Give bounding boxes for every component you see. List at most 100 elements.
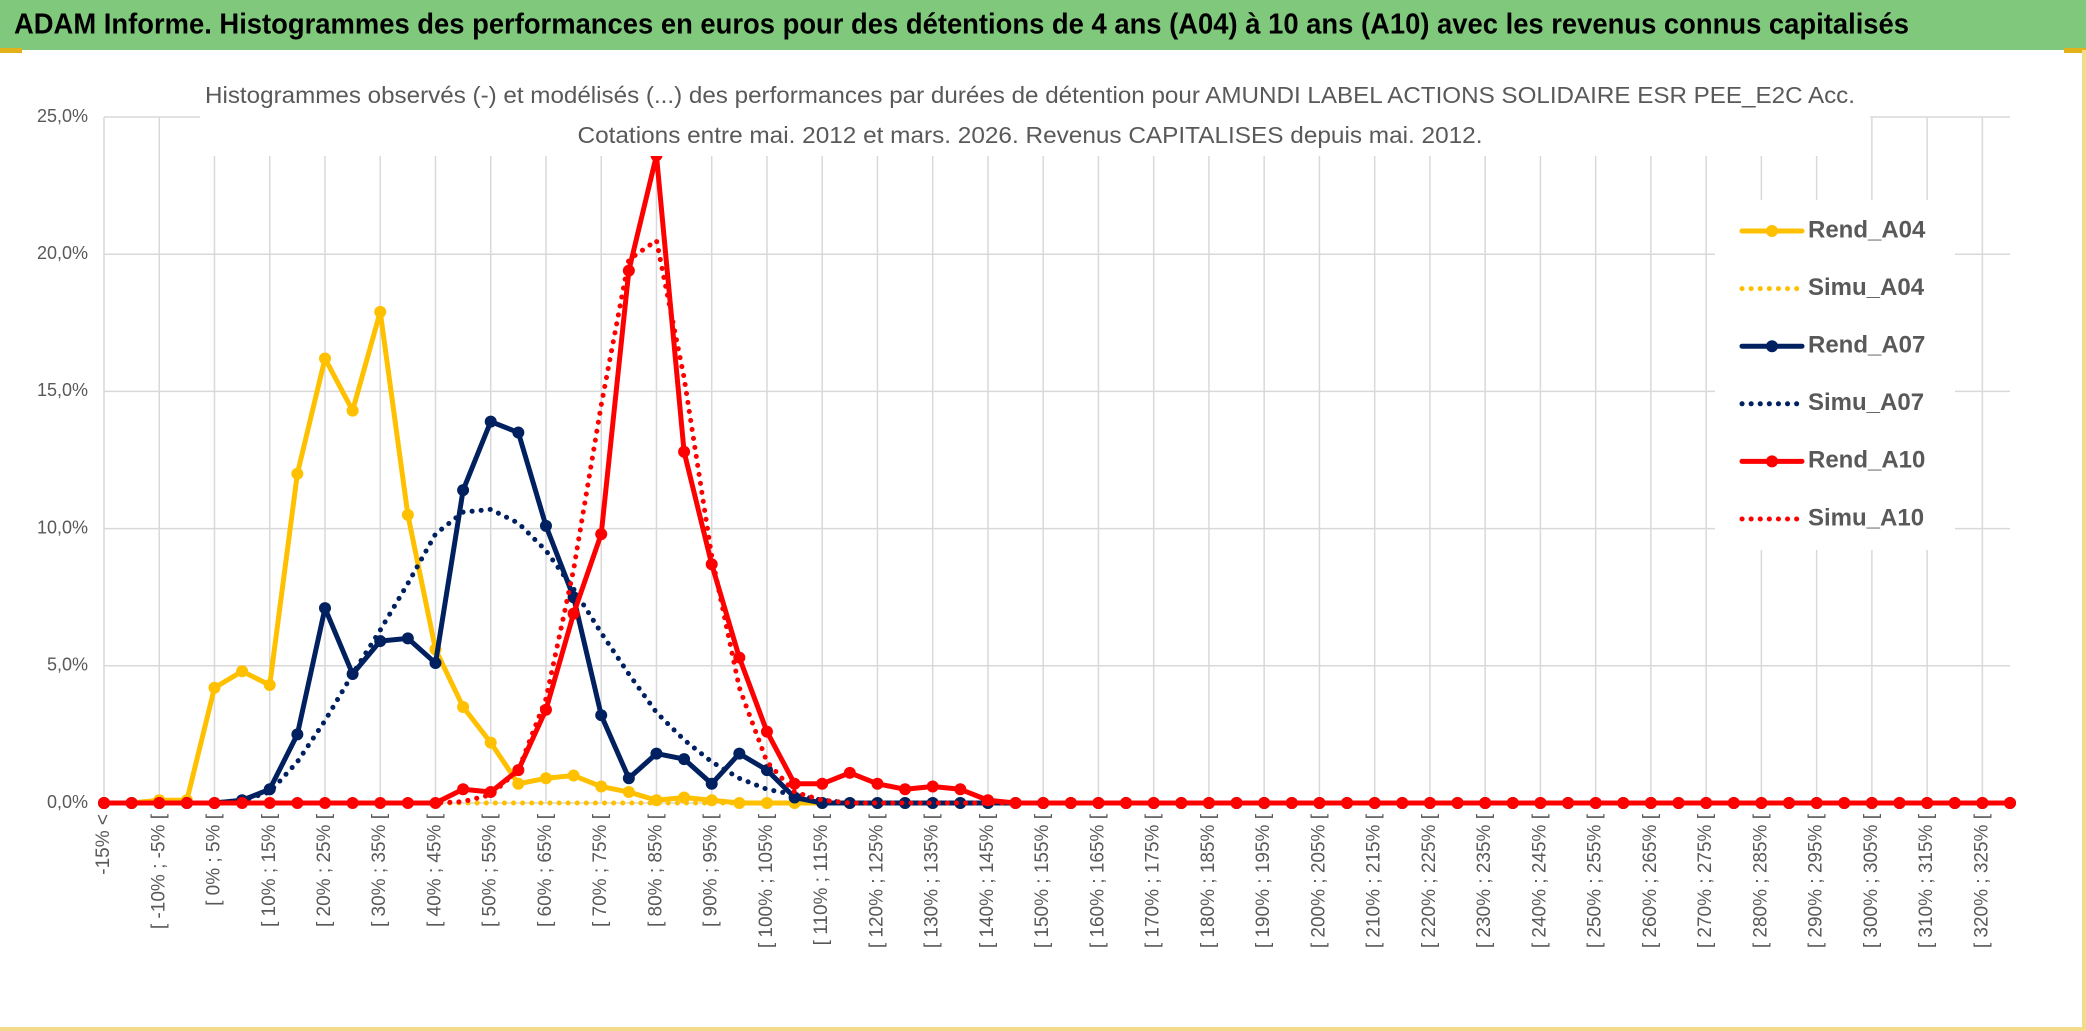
marker xyxy=(678,753,691,766)
x-tick-label: [ 180% ; 185% [ xyxy=(1198,813,1219,948)
x-tick-label: [ 210% ; 215% [ xyxy=(1364,813,1385,948)
legend-marker xyxy=(1766,455,1778,468)
marker xyxy=(457,783,470,796)
legend-marker xyxy=(1766,340,1778,353)
marker xyxy=(899,783,912,796)
marker xyxy=(678,791,691,804)
marker xyxy=(291,467,304,480)
marker xyxy=(318,602,331,615)
marker xyxy=(1672,797,1685,809)
marker xyxy=(401,508,414,521)
marker xyxy=(954,783,967,796)
y-tick-label: 15,0% xyxy=(37,380,88,400)
marker xyxy=(208,681,221,694)
marker xyxy=(1064,797,1077,809)
x-tick-label: [ 170% ; 175% [ xyxy=(1143,813,1164,948)
legend: Rend_A04 Simu_A04 Rend_A07 Simu_A07 Rend_A10… xyxy=(1715,200,1955,550)
x-tick-label: [ 120% ; 125% [ xyxy=(866,813,887,948)
dotted-line xyxy=(101,237,2013,806)
title-background xyxy=(200,78,1870,156)
marker xyxy=(678,445,691,458)
marker xyxy=(291,728,304,741)
marker xyxy=(899,797,912,809)
series-layer xyxy=(98,149,2016,809)
marker xyxy=(760,725,773,738)
marker xyxy=(429,797,442,809)
legend-label: Simu_A07 xyxy=(1808,389,1924,416)
marker xyxy=(1120,797,1133,809)
x-tick-label: [ 10% ; 15% [ xyxy=(259,813,280,927)
x-tick-label: [ 280% ; 285% [ xyxy=(1750,813,1771,948)
marker xyxy=(1755,797,1768,809)
marker xyxy=(512,426,525,439)
x-tick-label: [ 40% ; 45% [ xyxy=(424,813,445,927)
grid: 0,0% 5,0% 10,0% 15,0% 20,0% 25,0% -15% < [ -10%… xyxy=(37,106,2010,948)
marker xyxy=(871,777,884,790)
marker xyxy=(1783,797,1796,809)
marker xyxy=(622,786,635,799)
marker xyxy=(926,780,939,793)
marker xyxy=(595,780,608,793)
marker xyxy=(539,772,552,785)
x-tick-label: [ 80% ; 85% [ xyxy=(645,813,666,927)
marker xyxy=(926,797,939,809)
marker xyxy=(401,797,414,809)
x-tick-label: [ 60% ; 65% [ xyxy=(535,813,556,927)
marker xyxy=(1893,797,1906,809)
x-tick-label: [ 250% ; 255% [ xyxy=(1585,813,1606,948)
marker xyxy=(318,352,331,365)
marker xyxy=(650,747,663,760)
legend-label: Rend_A04 xyxy=(1808,216,1926,243)
legend-marker xyxy=(1766,225,1778,237)
legend-label: Simu_A10 xyxy=(1808,504,1924,531)
y-tick-label: 0,0% xyxy=(47,792,88,812)
x-tick-label: [ 110% ; 115% [ xyxy=(811,813,832,945)
legend-label: Rend_A10 xyxy=(1808,447,1925,474)
marker xyxy=(843,766,856,779)
x-tick-label: [ 260% ; 265% [ xyxy=(1640,813,1661,948)
y-tick-label: 25,0% xyxy=(37,106,88,126)
marker xyxy=(263,679,276,692)
marker xyxy=(1700,797,1713,809)
marker xyxy=(871,797,884,809)
marker xyxy=(539,519,552,532)
marker xyxy=(1175,797,1188,809)
y-tick-label: 5,0% xyxy=(47,655,88,675)
x-tick-label: [ 30% ; 35% [ xyxy=(369,813,390,927)
x-tick-label: [ 160% ; 165% [ xyxy=(1087,813,1108,948)
marker xyxy=(1810,797,1823,809)
header-title: ADAM Informe. Histogrammes des performan… xyxy=(14,9,1909,41)
marker xyxy=(1644,797,1657,809)
marker xyxy=(788,777,801,790)
x-tick-label: [ 310% ; 315% [ xyxy=(1916,813,1937,948)
marker xyxy=(512,777,525,790)
marker xyxy=(595,709,608,722)
x-tick-label: [ 50% ; 55% [ xyxy=(480,813,501,927)
legend-label: Rend_A07 xyxy=(1808,332,1925,359)
frame-edge xyxy=(2082,50,2086,1031)
marker xyxy=(1921,797,1934,809)
marker xyxy=(2004,797,2016,809)
x-tick-label: [ 130% ; 135% [ xyxy=(922,813,943,948)
marker xyxy=(1727,797,1740,809)
corner-mark xyxy=(2064,48,2086,53)
marker xyxy=(429,657,442,670)
x-tick-label: [ 0% ; 5% [ xyxy=(204,813,225,906)
x-tick-label: [ 230% ; 235% [ xyxy=(1474,813,1495,948)
marker xyxy=(236,665,249,678)
marker xyxy=(374,305,387,318)
legend-background xyxy=(1715,200,1955,550)
legend-label: Simu_A04 xyxy=(1808,274,1925,301)
marker xyxy=(954,797,967,809)
x-tick-label: [ -10% ; -5% [ xyxy=(148,813,169,929)
chart-title: Histogrammes observés (-) et modélisés (… xyxy=(205,82,1855,108)
marker xyxy=(733,747,746,760)
y-tick-label: 10,0% xyxy=(37,517,88,537)
marker xyxy=(401,632,414,645)
x-tick-label: [ 200% ; 205% [ xyxy=(1308,813,1329,948)
marker xyxy=(567,607,580,620)
marker xyxy=(595,528,608,541)
x-tick-label: [ 90% ; 95% [ xyxy=(701,813,722,927)
marker xyxy=(346,797,359,809)
marker xyxy=(1865,797,1878,809)
